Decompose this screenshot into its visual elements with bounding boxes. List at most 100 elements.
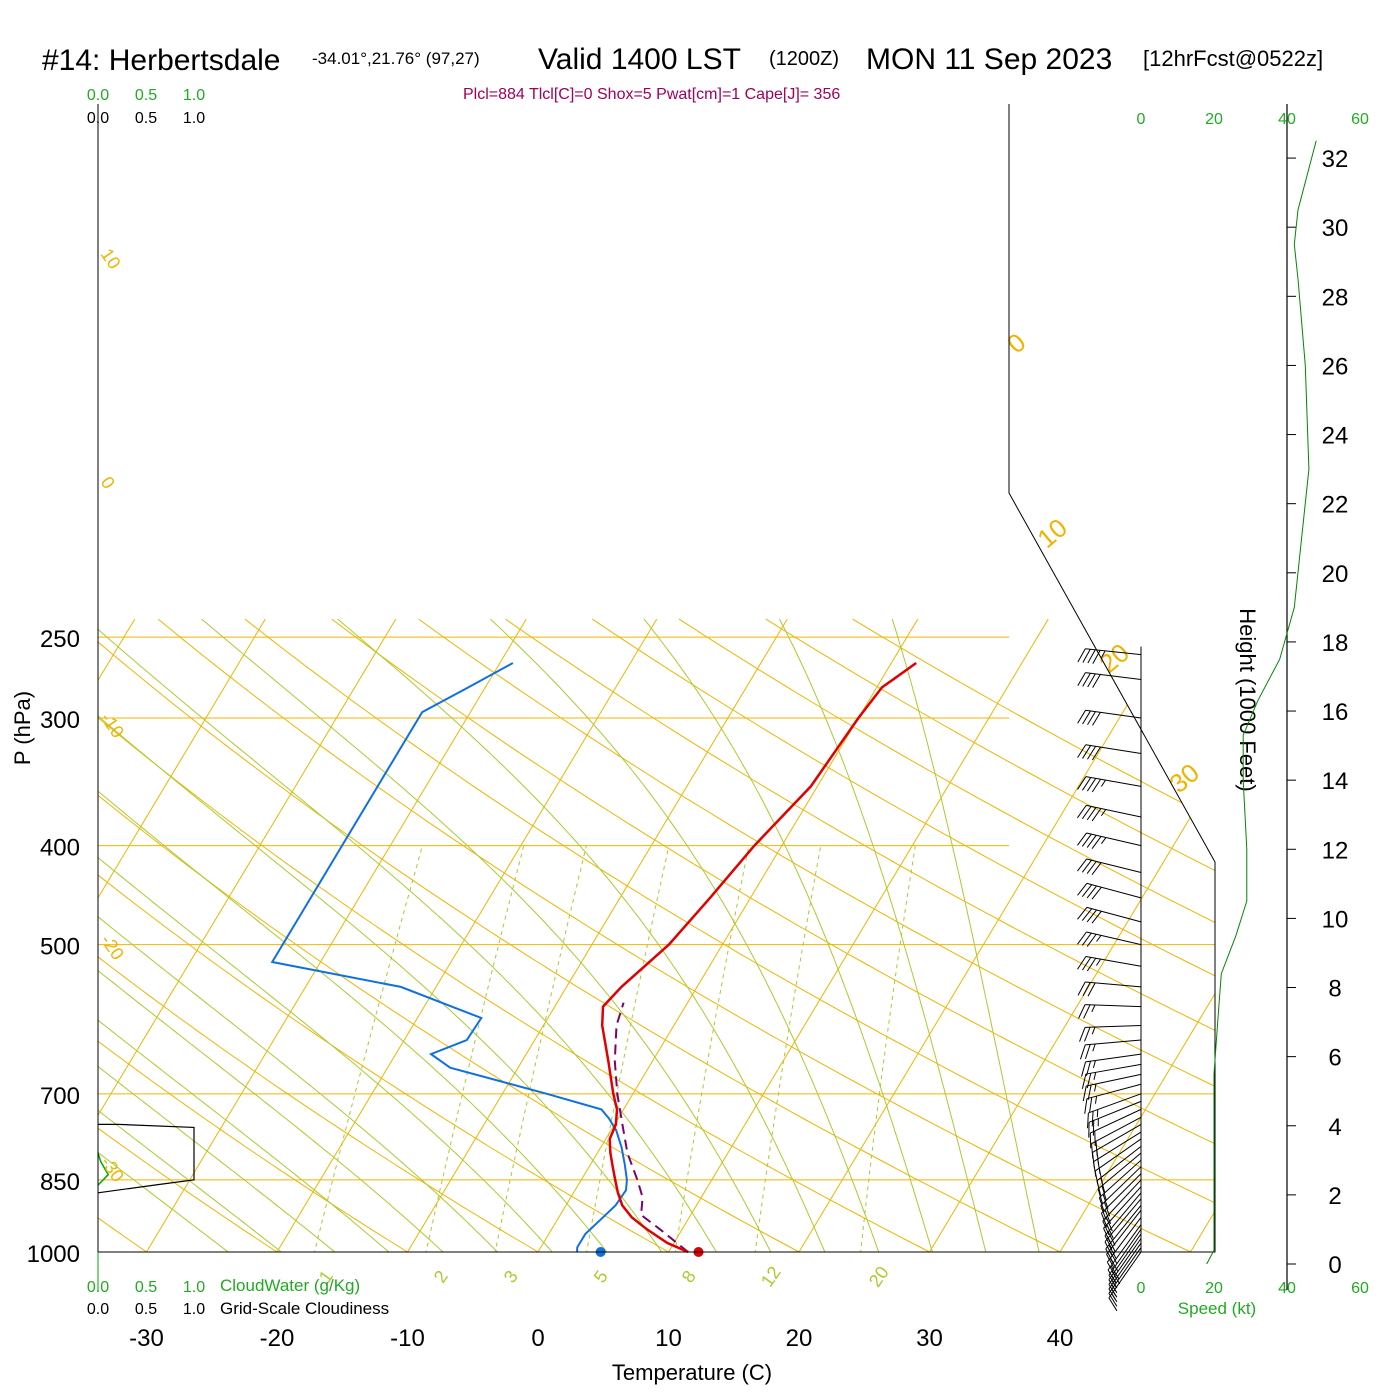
- height-tick-label: 12: [1322, 837, 1349, 864]
- dry-adiabat-line: [418, 618, 1215, 1252]
- wind-barb: [1091, 1116, 1142, 1159]
- wind-barb: [1098, 1159, 1142, 1213]
- isotherm-line: [1177, 618, 1215, 1252]
- isotherm-label: 20: [1093, 637, 1134, 679]
- moist-adiabat-line: [490, 618, 889, 1252]
- wind-barb: [1081, 1053, 1142, 1077]
- moist-adiabat-line: [98, 618, 576, 1252]
- height-tick-label: 30: [1322, 215, 1349, 242]
- dry-adiabat-line: [98, 618, 450, 1252]
- cloudiness-bottom-tick: 1.0: [183, 1301, 205, 1318]
- wind-barb: [1089, 1108, 1142, 1149]
- axes: 1 2 3 5 8 12 20100-10-20-300102030250300400500…: [10, 87, 1216, 1385]
- moist-adiabat-line: [891, 618, 1045, 1252]
- cloudwater-top-tick: 0.5: [135, 87, 157, 104]
- chart-title: #14: Herbertsdale -34.01°,21.76° (97,27)…: [42, 43, 1323, 103]
- height-tick-label: 28: [1322, 284, 1349, 311]
- stability-indices: Plcl=884 Tlcl[C]=0 Shox=5 Pwat[cm]=1 Cap…: [463, 86, 840, 103]
- isotherm-label: 0: [1001, 327, 1031, 359]
- wind-barb: [1081, 1063, 1142, 1090]
- mixing-ratio-line: [307, 845, 423, 1252]
- isotherm-line: [916, 618, 1215, 1252]
- cloudwater-top-tick: 0.0: [87, 87, 109, 104]
- height-tick-label: 14: [1322, 768, 1349, 795]
- temperature-tick-label: 10: [655, 1325, 682, 1352]
- moist-adiabat-line: [98, 618, 262, 1252]
- wind-barb: [1092, 1123, 1142, 1168]
- dry-adiabat-line: [98, 618, 716, 1252]
- dry-adiabat-line: [98, 618, 318, 1252]
- height-tick-label: 10: [1322, 906, 1349, 933]
- station-name: #14: Herbertsdale: [42, 44, 280, 77]
- pressure-tick-label: 850: [40, 1169, 80, 1196]
- dry-adiabat-line: [505, 618, 1215, 1252]
- moist-adiabat-line: [98, 618, 419, 1252]
- moist-adiabat-line: [98, 618, 732, 1252]
- wind-barb: [1107, 1224, 1142, 1284]
- cloudwater-bottom-tick: 0.5: [135, 1279, 157, 1296]
- cloud-water-line: [97, 1152, 110, 1186]
- cloudiness-top-tick: 1.0: [183, 110, 205, 127]
- cloudwater-bottom-tick: 1.0: [183, 1279, 205, 1296]
- temperature-tick-label: 0: [531, 1325, 544, 1352]
- height-tick-label: 16: [1322, 699, 1349, 726]
- dry-adiabat-line: [98, 618, 583, 1252]
- wind-barb: [1077, 744, 1142, 761]
- wind-barb: [1077, 804, 1142, 822]
- dry-adiabat-line: [591, 618, 1215, 1252]
- wind-barb: [1077, 709, 1142, 726]
- isotherm-line: [0, 619, 4, 1274]
- forecast-info: [12hrFcst@0522z]: [1143, 46, 1323, 71]
- wind-barb: [1077, 858, 1142, 876]
- speed-bottom-tick: 40: [1278, 1280, 1296, 1297]
- cloudwater-axis-label: CloudWater (g/Kg): [220, 1276, 360, 1295]
- isotherm-label: 30: [1163, 757, 1204, 799]
- dry-adiabat-line: [157, 618, 1215, 1252]
- temperature-tick-label: 30: [916, 1325, 943, 1352]
- dry-adiabat-label: -10: [97, 709, 128, 742]
- wind-barb: [1078, 1004, 1142, 1019]
- dry-adiabat-line: [244, 618, 1215, 1252]
- dry-adiabat-line: [678, 618, 1215, 1252]
- height-speed-line: [1206, 140, 1317, 1265]
- pressure-tick-label: 400: [40, 835, 80, 862]
- height-tick-label: 24: [1322, 423, 1349, 450]
- isotherm-line: [394, 618, 788, 1252]
- cloudwater-top-tick: 1.0: [183, 87, 205, 104]
- mixing-ratio-label: 8: [678, 1267, 700, 1287]
- cloudiness-top-tick: 0.5: [135, 110, 157, 127]
- wind-barb: [1100, 1166, 1142, 1220]
- height-tick-label: 22: [1322, 492, 1349, 519]
- dry-adiabat-label: 10: [97, 245, 125, 273]
- speed-bottom-tick: 60: [1351, 1280, 1369, 1297]
- x-axis-label: Temperature (C): [612, 1360, 772, 1385]
- wind-barb: [1105, 1204, 1142, 1263]
- moist-adiabat-line: [98, 618, 628, 1252]
- height-tick-label: 0: [1328, 1252, 1341, 1279]
- isotherm-label: 10: [1031, 512, 1072, 554]
- wind-barb: [1077, 956, 1142, 972]
- height-tick-label: 2: [1328, 1183, 1341, 1210]
- moist-adiabat-line: [337, 618, 837, 1252]
- dry-adiabat-line: [331, 618, 1215, 1252]
- height-tick-label: 8: [1328, 976, 1341, 1003]
- mixing-ratio-line: [581, 845, 670, 1252]
- mixing-ratio-label: 20: [865, 1263, 893, 1291]
- mixing-ratio-label: 3: [500, 1267, 522, 1287]
- wind-barb: [1077, 672, 1142, 688]
- wind-barb: [1100, 1173, 1142, 1228]
- wind-barb: [1077, 906, 1142, 924]
- moist-adiabat-line: [98, 618, 315, 1252]
- pressure-tick-label: 300: [40, 707, 80, 734]
- wind-barb: [1077, 882, 1142, 900]
- wind-barb: [1088, 1100, 1142, 1138]
- speed-top-tick: 60: [1351, 111, 1369, 128]
- isotherm-line: [98, 618, 397, 1252]
- pressure-tick-label: 700: [40, 1083, 80, 1110]
- y-axis-label: P (hPa): [10, 691, 35, 765]
- height-tick-label: 32: [1322, 146, 1349, 173]
- station-coords: -34.01°,21.76° (97,27): [312, 49, 480, 68]
- pressure-tick-label: 500: [40, 934, 80, 961]
